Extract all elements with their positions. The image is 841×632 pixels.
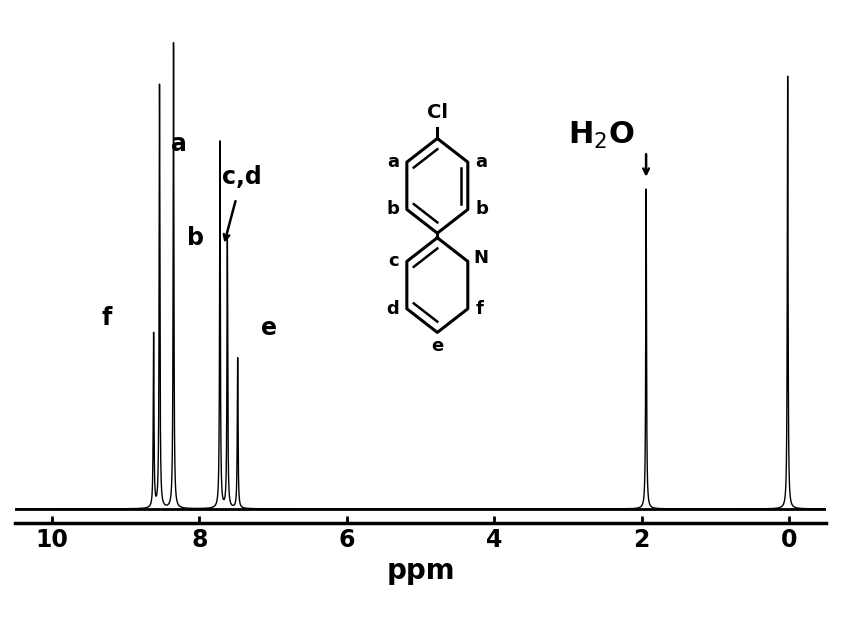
Text: a: a <box>387 153 399 171</box>
Text: b: b <box>476 200 489 219</box>
Text: f: f <box>476 300 484 318</box>
Text: b: b <box>188 226 204 250</box>
Text: a: a <box>171 132 187 156</box>
Text: H$_2$O: H$_2$O <box>568 120 634 152</box>
Text: d: d <box>386 300 399 318</box>
Text: N: N <box>473 250 489 267</box>
Text: Cl: Cl <box>427 102 447 121</box>
Text: e: e <box>431 337 443 355</box>
Text: b: b <box>386 200 399 219</box>
Text: a: a <box>476 153 488 171</box>
Text: c: c <box>389 252 399 270</box>
Text: e: e <box>262 315 278 339</box>
X-axis label: ppm: ppm <box>386 557 455 585</box>
Text: f: f <box>102 306 113 330</box>
Text: c,d: c,d <box>222 165 262 189</box>
